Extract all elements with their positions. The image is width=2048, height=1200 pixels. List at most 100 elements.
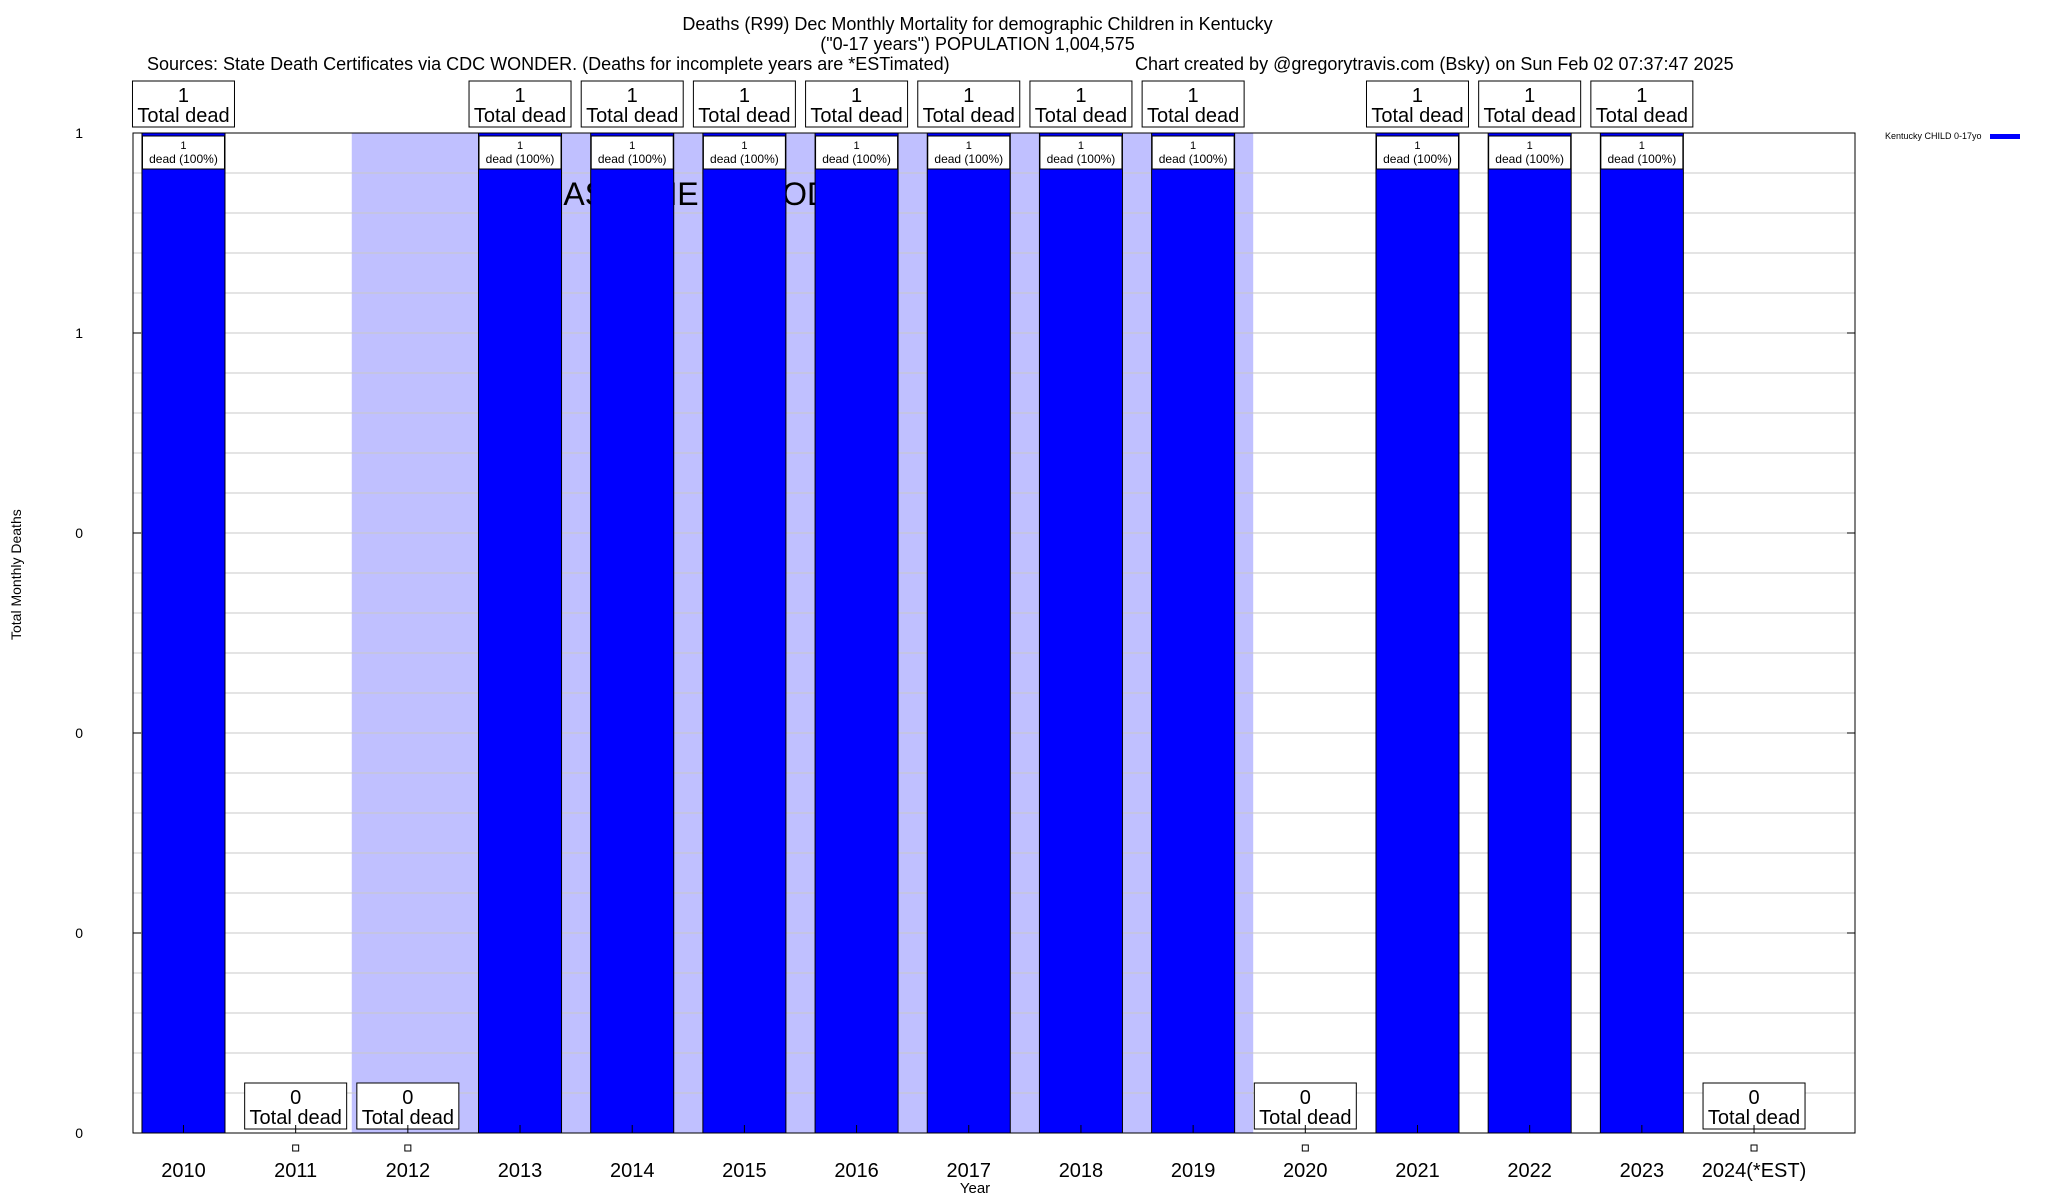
total-label-text: Total dead — [1259, 1107, 1351, 1129]
y-tick-label: 1 — [75, 325, 83, 341]
bar-label-text: dead (100%) — [934, 152, 1003, 166]
x-tick-label: 2014 — [610, 1160, 655, 1182]
total-label-count: 1 — [1412, 85, 1423, 107]
bar — [1599, 132, 1684, 1134]
total-label-text: Total dead — [1596, 105, 1688, 127]
bar — [1151, 132, 1236, 1134]
x-tick-label: 2023 — [1620, 1160, 1665, 1182]
total-label-text: Total dead — [698, 105, 790, 127]
x-tick-label: 2021 — [1395, 1160, 1440, 1182]
x-tick-label: 2016 — [834, 1160, 879, 1182]
total-label-count: 1 — [178, 85, 189, 107]
x-tick-label: 2024(*EST) — [1702, 1160, 1807, 1182]
chart-subtitle: ("0-17 years") POPULATION 1,004,575 — [820, 34, 1135, 54]
total-label-box — [1478, 80, 1582, 128]
bar-label-box — [1488, 135, 1572, 170]
bar-label-count: 1 — [1639, 140, 1645, 152]
bar-label-count: 1 — [1078, 140, 1084, 152]
x-tick-label: 2010 — [161, 1160, 206, 1182]
x-tick-label: 2013 — [498, 1160, 543, 1182]
bar — [814, 132, 899, 1134]
total-label-text: Total dead — [586, 105, 678, 127]
total-label-count: 0 — [402, 1087, 413, 1109]
baseline-period-label: BASELINE PERIOD — [542, 176, 830, 212]
bar-label-text: dead (100%) — [486, 152, 555, 166]
chart-title: Deaths (R99) Dec Monthly Mortality for d… — [682, 14, 1273, 34]
total-label-box — [356, 1082, 460, 1130]
total-label-box — [692, 80, 796, 128]
bar-label-text: dead (100%) — [1495, 152, 1564, 166]
bar-label-box — [1151, 135, 1235, 170]
bar — [702, 132, 787, 1134]
y-tick-label: 1 — [75, 125, 83, 141]
bar-label-box — [1375, 135, 1459, 170]
bar-label-box — [1600, 135, 1684, 170]
total-label-box — [244, 1082, 348, 1130]
total-label-text: Total dead — [362, 1107, 454, 1129]
bar-label-text: dead (100%) — [1383, 152, 1452, 166]
total-label-count: 0 — [290, 1087, 301, 1109]
bar — [590, 132, 675, 1134]
bar-label-count: 1 — [854, 140, 860, 152]
total-label-count: 1 — [963, 85, 974, 107]
x-tick-label: 2022 — [1507, 1160, 1552, 1182]
total-label-text: Total dead — [1035, 105, 1127, 127]
bar-label-text: dead (100%) — [149, 152, 218, 166]
bar — [1487, 132, 1572, 1134]
total-label-text: Total dead — [1147, 105, 1239, 127]
bar-label-count: 1 — [517, 140, 523, 152]
bar — [926, 132, 1011, 1134]
legend-swatch — [1989, 133, 2020, 139]
zero-marker — [1750, 1144, 1758, 1152]
total-label-box — [1590, 80, 1694, 128]
total-label-count: 1 — [627, 85, 638, 107]
total-label-count: 1 — [739, 85, 750, 107]
bar-label-box — [141, 135, 225, 170]
bar-label-box — [478, 135, 562, 170]
total-label-box — [580, 80, 684, 128]
y-tick-label: 0 — [75, 525, 83, 541]
y-tick-label: 0 — [75, 725, 83, 741]
bar — [141, 132, 226, 1134]
total-label-text: Total dead — [810, 105, 902, 127]
bar-label-box — [702, 135, 786, 170]
bar-label-count: 1 — [629, 140, 635, 152]
total-label-box — [805, 80, 909, 128]
legend-label: Kentucky CHILD 0-17yo — [1885, 131, 1982, 141]
bar-label-text: dead (100%) — [598, 152, 667, 166]
total-label-box — [1029, 80, 1133, 128]
y-tick-label: 0 — [75, 925, 83, 941]
total-label-count: 0 — [1300, 1087, 1311, 1109]
total-label-text: Total dead — [1708, 1107, 1800, 1129]
zero-marker — [292, 1144, 300, 1152]
zero-marker — [1301, 1144, 1309, 1152]
x-tick-label: 2019 — [1171, 1160, 1216, 1182]
total-label-count: 0 — [1748, 1087, 1759, 1109]
bar-label-box — [1039, 135, 1123, 170]
bar — [1375, 132, 1460, 1134]
plot-frame — [132, 132, 1856, 1134]
total-label-box — [1365, 80, 1469, 128]
total-label-count: 1 — [1188, 85, 1199, 107]
bar-label-text: dead (100%) — [1047, 152, 1116, 166]
bar-label-count: 1 — [741, 140, 747, 152]
x-tick-label: 2012 — [386, 1160, 431, 1182]
y-tick-label: 0 — [75, 1125, 83, 1141]
bar-label-count: 1 — [1414, 140, 1420, 152]
total-label-box — [468, 80, 572, 128]
bar-label-box — [815, 135, 899, 170]
total-label-count: 1 — [1636, 85, 1647, 107]
total-label-box — [1253, 1082, 1357, 1130]
total-label-count: 1 — [514, 85, 525, 107]
total-label-text: Total dead — [137, 105, 229, 127]
chart-credit: Chart created by @gregorytravis.com (Bsk… — [1135, 54, 1734, 74]
total-label-text: Total dead — [923, 105, 1015, 127]
bar-label-text: dead (100%) — [710, 152, 779, 166]
total-label-text: Total dead — [1371, 105, 1463, 127]
x-tick-label: 2017 — [947, 1160, 992, 1182]
bar-label-box — [590, 135, 674, 170]
total-label-count: 1 — [1075, 85, 1086, 107]
total-label-text: Total dead — [474, 105, 566, 127]
x-tick-label: 2018 — [1059, 1160, 1104, 1182]
